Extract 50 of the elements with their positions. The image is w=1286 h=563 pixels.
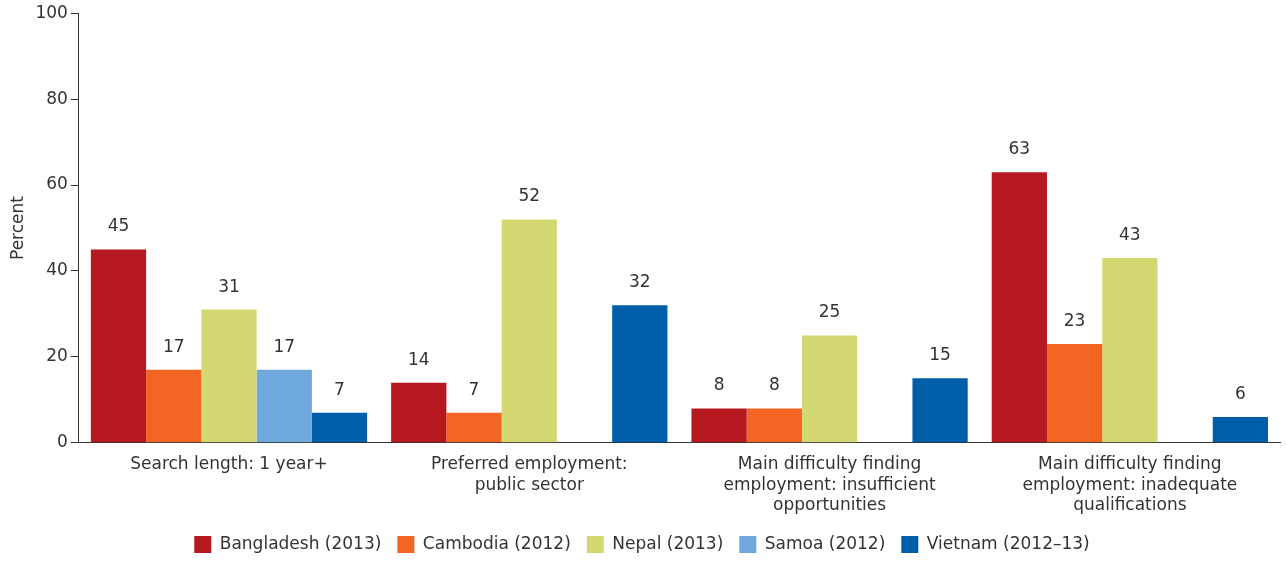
data-label: 25 [818,301,841,322]
data-label: 17 [273,335,296,356]
data-label: 52 [518,185,541,206]
bar [446,412,502,443]
bar [501,219,557,443]
y-tick-label: 100 [35,1,68,22]
bar [1046,343,1103,443]
y-tick-label: 20 [46,345,68,366]
data-label: 14 [407,348,430,369]
y-tick-label: 0 [57,431,68,452]
y-tick-label: 80 [46,87,68,108]
y-tick-label: 40 [46,259,68,280]
bar [746,408,802,443]
data-label: 43 [1119,223,1141,244]
data-label: 32 [628,271,651,292]
x-tick-label: Main difficulty finding employment: inadequate qualifications [1022,453,1238,515]
data-label: 7 [334,378,345,399]
bar [612,305,668,443]
bar [256,369,312,443]
data-label: 23 [1063,309,1086,330]
data-label: 6 [1234,382,1246,403]
legend-label: Samoa (2012) [764,532,886,553]
bar [90,249,147,443]
legend-label: Cambodia (2012) [422,532,571,553]
legend-label: Vietnam (2012–13) [926,532,1090,553]
bar [311,412,368,443]
bar [146,369,202,443]
legend-label: Nepal (2013) [612,532,724,553]
x-tick-label: Search length: 1 year+ [130,453,328,474]
bar [1102,258,1158,443]
bar [201,309,257,443]
bar [912,378,968,443]
data-label: 8 [768,374,780,395]
data-label: 45 [107,215,130,236]
data-label: 17 [162,335,185,356]
y-axis-title: Percent [6,195,27,260]
bar [991,172,1047,443]
bar [391,382,447,443]
x-tick-label: Preferred employment: public sector [430,453,628,494]
bar [801,335,858,443]
x-tick-label: Main difficulty finding employment: insufficient opportunities [723,453,936,515]
data-label: 15 [929,344,951,365]
data-label: 63 [1008,138,1031,159]
data-label: 31 [218,275,240,296]
bar [691,408,747,443]
data-label: 8 [713,374,725,395]
data-label: 7 [468,378,480,399]
y-tick-label: 60 [46,173,68,194]
bar [1212,417,1268,443]
legend-label: Bangladesh (2013) [219,532,382,553]
